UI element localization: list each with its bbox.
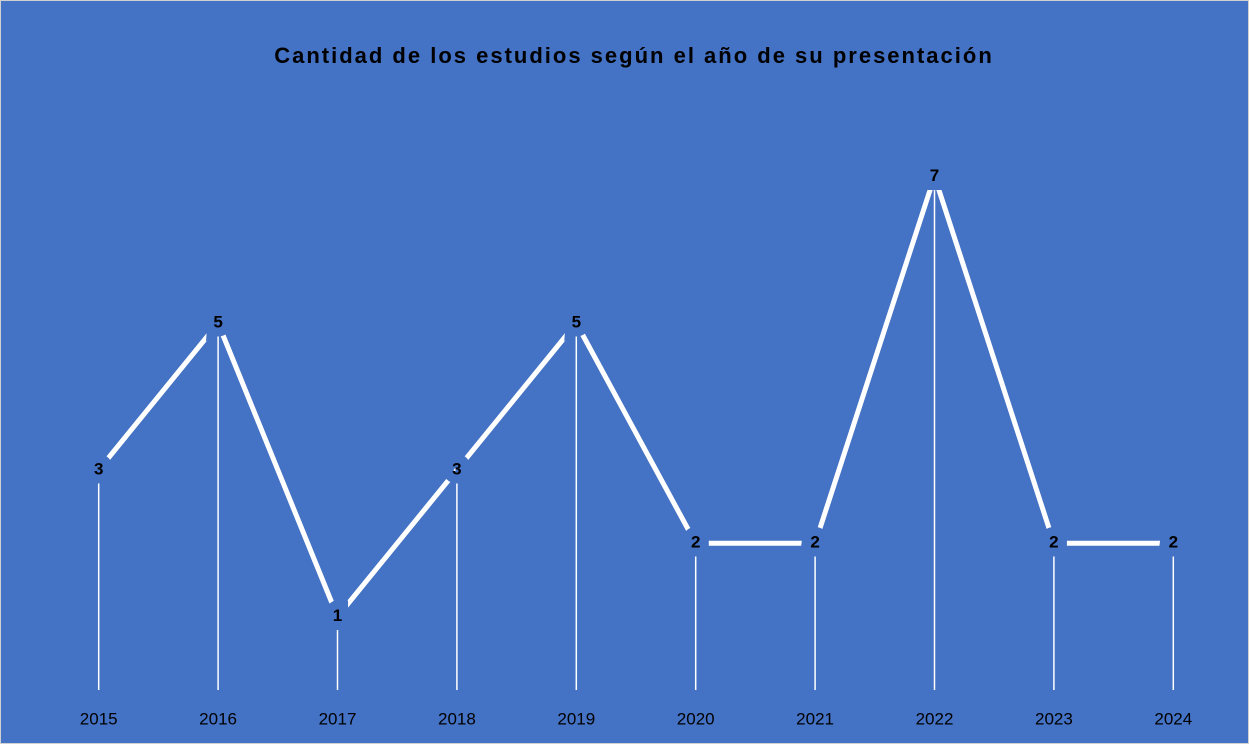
x-tick-label: 2018	[438, 709, 476, 728]
x-tick-label: 2024	[1154, 709, 1192, 728]
data-label: 2	[1049, 533, 1058, 552]
data-label: 5	[213, 313, 222, 332]
data-label: 2	[691, 533, 700, 552]
x-tick-label: 2017	[319, 709, 357, 728]
x-tick-label: 2015	[80, 709, 118, 728]
x-tick-label: 2020	[677, 709, 715, 728]
x-tick-label: 2016	[199, 709, 237, 728]
x-tick-label: 2023	[1035, 709, 1073, 728]
data-label: 2	[1169, 533, 1178, 552]
data-label: 3	[94, 459, 103, 478]
x-tick-label: 2019	[557, 709, 595, 728]
data-label: 7	[930, 166, 939, 185]
data-label: 5	[572, 313, 581, 332]
data-label: 3	[452, 459, 461, 478]
x-tick-label: 2022	[916, 709, 954, 728]
data-label: 2	[810, 533, 819, 552]
data-label: 1	[333, 606, 342, 625]
chart-title: Cantidad de los estudios según el año de…	[274, 43, 994, 68]
data-line	[96, 173, 1174, 620]
x-tick-label: 2021	[796, 709, 834, 728]
